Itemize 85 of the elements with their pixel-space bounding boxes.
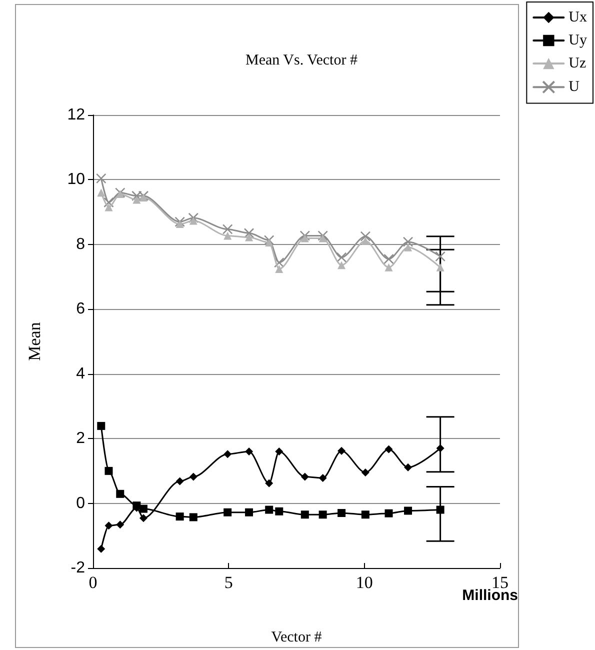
y-tick-label: 6	[76, 300, 86, 318]
point	[404, 463, 412, 472]
point	[338, 508, 346, 517]
point	[116, 490, 124, 498]
point	[361, 510, 370, 519]
point	[435, 251, 446, 262]
point	[361, 236, 370, 245]
point	[404, 243, 412, 252]
point	[104, 203, 113, 212]
point	[174, 216, 185, 227]
point	[318, 230, 328, 241]
legend-label: Uy	[568, 32, 588, 48]
point	[189, 216, 198, 225]
point	[188, 212, 199, 224]
point	[360, 231, 371, 242]
x-axis-title: Vector #	[271, 630, 322, 646]
point	[265, 479, 274, 488]
x-tick-label: 0	[88, 573, 98, 592]
point	[132, 190, 142, 202]
point	[300, 230, 310, 241]
point	[404, 506, 412, 515]
y-tick-label: 0	[76, 494, 86, 512]
legend-label: Uz	[568, 56, 586, 72]
point	[338, 446, 346, 455]
y-tick-label: 12	[67, 106, 86, 124]
point	[176, 512, 184, 521]
point	[318, 474, 327, 482]
point	[275, 507, 284, 516]
point	[264, 235, 274, 246]
point	[361, 468, 370, 477]
point	[436, 444, 444, 452]
point	[176, 477, 184, 486]
point	[104, 197, 114, 208]
point	[224, 450, 232, 458]
point	[336, 252, 347, 263]
point	[436, 506, 444, 514]
point	[97, 422, 106, 430]
point	[275, 265, 284, 274]
point	[116, 520, 124, 529]
point	[245, 508, 254, 516]
y-tick-label: 8	[76, 236, 86, 253]
legend-label: Ux	[568, 10, 588, 26]
point	[176, 220, 184, 228]
point	[436, 263, 444, 272]
point	[318, 234, 327, 242]
point	[97, 188, 106, 197]
y-axis-title: Mean	[25, 322, 44, 361]
point	[139, 514, 148, 522]
point	[97, 544, 106, 553]
point	[384, 445, 393, 454]
point	[245, 448, 254, 456]
point	[132, 196, 141, 204]
point	[384, 263, 393, 272]
point	[189, 472, 198, 481]
point	[139, 194, 148, 202]
legend-label: U	[568, 79, 580, 96]
point	[189, 513, 198, 522]
point	[384, 509, 393, 518]
y-tick-label: 4	[76, 365, 86, 382]
x-tick-label: 5	[224, 573, 233, 592]
point	[318, 510, 327, 519]
point	[222, 224, 233, 234]
point	[104, 522, 113, 530]
y-tick-label: 2	[76, 430, 86, 448]
point	[104, 466, 113, 475]
point	[265, 506, 274, 514]
point	[274, 257, 284, 268]
point	[338, 261, 346, 270]
point	[224, 508, 232, 516]
point	[300, 510, 309, 519]
point	[139, 504, 148, 513]
chart-title: Mean Vs. Vector #	[246, 52, 358, 68]
point	[300, 472, 309, 481]
point	[275, 448, 284, 456]
point	[402, 236, 414, 247]
point	[224, 232, 232, 240]
point	[245, 233, 254, 242]
x-tick-label: 10	[356, 573, 373, 592]
point	[244, 228, 254, 238]
point	[384, 254, 394, 264]
y-tick-label: -2	[70, 560, 86, 576]
y-tick-label: 10	[67, 171, 86, 188]
point	[96, 173, 106, 184]
point	[265, 238, 274, 246]
point	[300, 234, 309, 242]
